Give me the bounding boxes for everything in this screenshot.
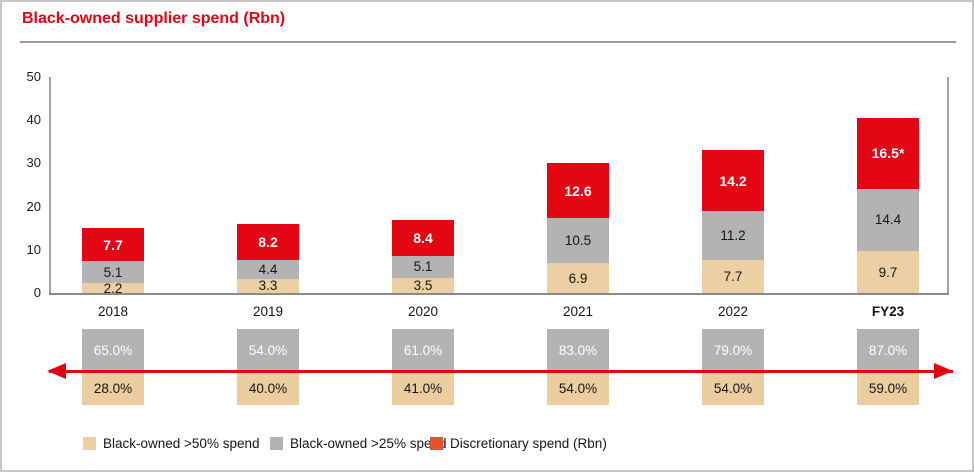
bar-value-label: 14.2 <box>719 172 747 189</box>
percent-box-black-owned-gt50: 41.0% <box>392 372 454 405</box>
legend-swatch-icon <box>270 437 283 450</box>
bar-segment-black-owned-gt25: 4.4 <box>237 259 299 279</box>
bar-segment-black-owned-gt50: 9.7 <box>857 251 919 293</box>
percent-box-black-owned-gt25: 83.0% <box>547 329 609 372</box>
bar-segment-black-owned-gt25: 10.5 <box>547 217 609 264</box>
x-axis-label: FY23 <box>871 304 905 319</box>
bar-value-label: 8.4 <box>413 229 433 246</box>
double-arrow-line <box>49 370 953 373</box>
bar-value-label: 7.7 <box>723 268 743 284</box>
bar-segment-black-owned-gt25: 14.4 <box>857 188 919 252</box>
percent-box-black-owned-gt50: 59.0% <box>857 372 919 405</box>
x-axis-label: 2018 <box>97 304 129 319</box>
bar-value-label: 5.1 <box>103 264 123 280</box>
bar-value-label: 9.7 <box>878 264 898 280</box>
x-axis-label: 2021 <box>562 304 594 319</box>
bar-value-label: 3.5 <box>413 277 433 293</box>
bar-segment-black-owned-gt50: 7.7 <box>702 259 764 293</box>
y-axis-tick-label: 50 <box>26 69 41 84</box>
bar-segment-black-owned-gt25: 5.1 <box>392 255 454 278</box>
bar-segment-black-owned-gt50: 6.9 <box>547 263 609 293</box>
percent-box-black-owned-gt25: 79.0% <box>702 329 764 372</box>
bar-value-label: 14.4 <box>874 212 902 228</box>
chart-title: Black-owned supplier spend (Rbn) <box>22 10 286 27</box>
x-axis-label: 2020 <box>407 304 439 319</box>
bar-value-label: 10.5 <box>564 233 592 248</box>
bar-segment-black-owned-gt50: 2.2 <box>82 280 144 296</box>
y-axis-tick-label: 30 <box>26 155 41 171</box>
x-axis-label: 2019 <box>252 304 284 319</box>
title-divider <box>20 41 956 43</box>
bar-segment-black-owned-gt50: 3.5 <box>392 277 454 293</box>
right-axis-line <box>947 77 949 293</box>
arrow-head-right-icon <box>934 363 953 379</box>
bar-value-label: 11.2 <box>720 228 746 244</box>
bar-value-label: 2.2 <box>103 280 123 296</box>
y-axis-tick-label: 20 <box>26 198 41 214</box>
percent-box-black-owned-gt50: 54.0% <box>547 372 609 405</box>
x-axis-label: 2022 <box>717 304 749 319</box>
y-axis-tick-label: 10 <box>26 241 41 257</box>
bar-value-label: 16.5* <box>871 145 905 162</box>
bar-segment-discretionary: 16.5* <box>857 117 919 189</box>
bar-segment-discretionary: 7.7 <box>82 228 144 262</box>
bar-value-label: 7.7 <box>103 236 123 253</box>
y-axis-line <box>49 77 51 293</box>
bar-value-label: 12.6 <box>564 182 592 199</box>
bar-segment-discretionary: 12.6 <box>547 163 609 218</box>
legend-item-black-owned-gt25: Black-owned >25% spend <box>270 436 446 451</box>
percent-box-black-owned-gt25: 87.0% <box>857 329 919 372</box>
y-axis-tick-label: 0 <box>33 285 41 300</box>
percent-box-black-owned-gt25: 61.0% <box>392 329 454 372</box>
legend-label: Black-owned >50% spend <box>103 436 260 451</box>
percent-box-black-owned-gt50: 40.0% <box>237 372 299 405</box>
bar-segment-black-owned-gt25: 5.1 <box>82 261 144 284</box>
legend-item-discretionary: Discretionary spend (Rbn) <box>430 436 607 451</box>
legend-swatch-icon <box>430 437 443 450</box>
bar-segment-discretionary: 8.4 <box>392 219 454 256</box>
bar-value-label: 8.2 <box>258 234 278 250</box>
y-axis-tick-label: 40 <box>26 112 41 128</box>
bar-value-label: 6.9 <box>568 270 588 286</box>
bar-segment-discretionary: 14.2 <box>702 150 764 212</box>
percent-box-black-owned-gt25: 54.0% <box>237 329 299 372</box>
bar-segment-black-owned-gt25: 11.2 <box>702 211 764 260</box>
legend-swatch-icon <box>83 437 96 450</box>
percent-box-black-owned-gt25: 65.0% <box>82 329 144 372</box>
bar-value-label: 3.3 <box>258 278 278 294</box>
bar-segment-black-owned-gt50: 3.3 <box>237 278 299 294</box>
bar-value-label: 5.1 <box>413 259 433 275</box>
x-axis-line <box>49 293 949 295</box>
percent-box-black-owned-gt50: 28.0% <box>82 372 144 405</box>
legend-item-black-owned-gt50: Black-owned >50% spend <box>83 436 259 451</box>
arrow-head-left-icon <box>47 363 66 379</box>
bar-value-label: 4.4 <box>258 261 278 277</box>
legend-label: Discretionary spend (Rbn) <box>450 436 607 451</box>
percent-box-black-owned-gt50: 54.0% <box>702 372 764 405</box>
bar-segment-discretionary: 8.2 <box>237 224 299 260</box>
legend-label: Black-owned >25% spend <box>290 436 447 451</box>
